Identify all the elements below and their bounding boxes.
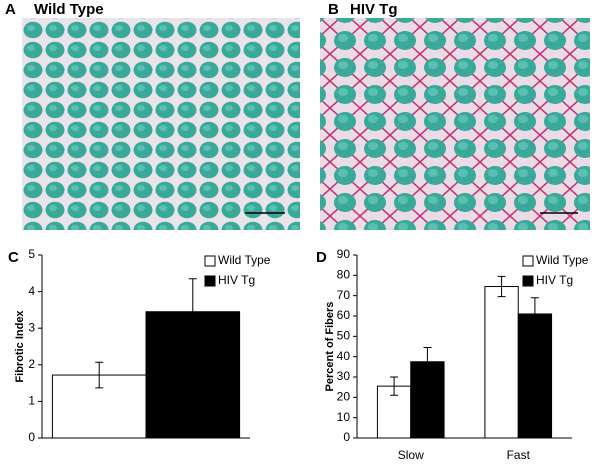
y-tick-label: 10	[337, 410, 351, 424]
panel-letter: C	[8, 249, 19, 266]
error-bar	[423, 347, 432, 377]
y-tick-label: 0	[343, 430, 350, 444]
y-tick-label: 4	[28, 284, 35, 298]
y-tick-label: 2	[28, 357, 35, 371]
error-bar	[390, 376, 399, 396]
legend-label: HIV Tg	[218, 273, 255, 287]
y-tick-label: 50	[337, 329, 351, 343]
y-tick-label: 3	[28, 320, 35, 334]
y-tick-label: 40	[337, 349, 351, 363]
micrograph-hiv-tg	[320, 18, 590, 230]
panel-title: Wild Type	[34, 1, 104, 18]
y-tick-label: 60	[337, 308, 351, 322]
y-tick-label: 70	[337, 288, 351, 302]
error-bar	[497, 275, 506, 298]
legend-label: Wild Type	[536, 253, 589, 267]
panel-title: HIV Tg	[350, 1, 398, 18]
y-tick-label: 80	[337, 268, 351, 282]
error-bar	[95, 361, 104, 389]
y-tick-label: 5	[28, 247, 35, 261]
x-tick-label: Slow	[398, 448, 424, 462]
panel-letter: A	[5, 1, 16, 18]
micrograph-wild-type	[22, 18, 300, 230]
panel-letter: D	[316, 249, 327, 266]
legend-label: HIV Tg	[536, 273, 573, 287]
y-tick-label: 30	[337, 369, 351, 383]
error-bar	[530, 297, 539, 331]
legend-swatch	[204, 255, 216, 267]
y-tick-label: 0	[28, 430, 35, 444]
y-axis-label: Percent of Fibers	[324, 302, 336, 392]
y-tick-label: 20	[337, 390, 351, 404]
legend-swatch	[204, 275, 216, 287]
y-axis-label: Fibrotic Index	[14, 310, 26, 383]
y-tick-label: 1	[28, 394, 35, 408]
y-tick-label: 90	[337, 247, 351, 261]
bar	[517, 313, 553, 439]
bar	[484, 286, 519, 439]
x-tick-label: Fast	[507, 448, 531, 462]
legend-swatch	[522, 255, 534, 267]
legend-label: Wild Type	[218, 253, 271, 267]
legend-swatch	[522, 275, 534, 287]
error-bar	[188, 278, 197, 346]
panel-letter: B	[328, 1, 339, 18]
